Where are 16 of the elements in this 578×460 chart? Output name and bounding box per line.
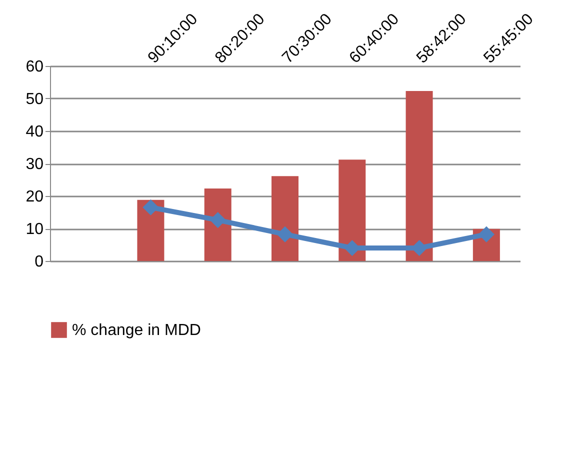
- point: [478, 226, 494, 242]
- y-tick-label: 0: [34, 254, 44, 270]
- legend-label: % change in MDD: [72, 322, 201, 339]
- y-tick-label: 60: [26, 58, 44, 76]
- y-tick-label: 10: [26, 221, 44, 238]
- y-tick-label: 20: [26, 188, 44, 206]
- y-tick-label: 40: [26, 124, 44, 140]
- y-tick-label: 50: [26, 91, 44, 108]
- point: [142, 199, 159, 216]
- bar: [406, 91, 433, 261]
- bar: [338, 160, 366, 261]
- point: [276, 226, 294, 242]
- y-tick-label: 30: [26, 156, 44, 173]
- bar: [272, 176, 298, 261]
- point: [210, 212, 226, 228]
- bar: [137, 200, 164, 261]
